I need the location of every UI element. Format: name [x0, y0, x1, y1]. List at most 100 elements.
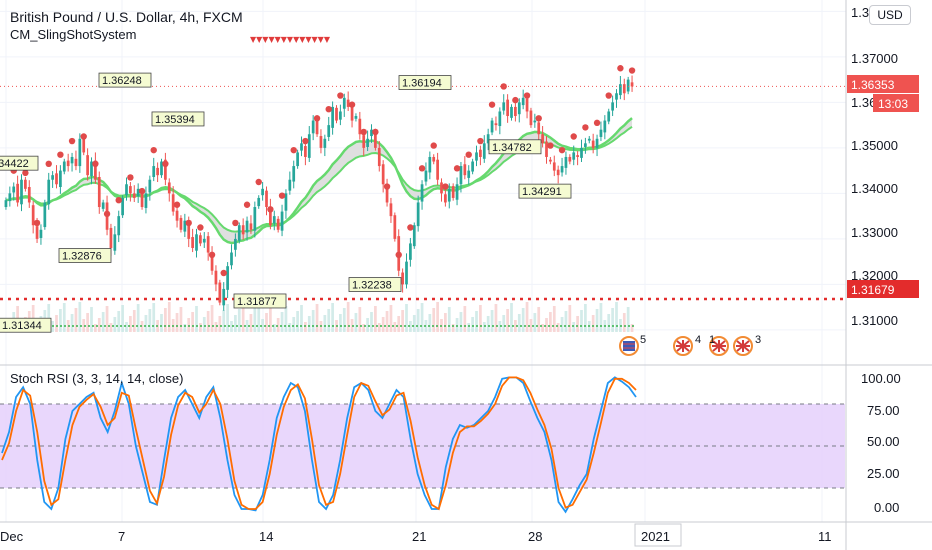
candle-body: [416, 202, 420, 227]
time-axis[interactable]: Dec 7 14 21 28 2021 11: [0, 523, 832, 547]
candle-body: [8, 193, 12, 202]
chart-title: British Pound / U.S. Dollar, 4h, FXCM: [10, 9, 243, 25]
candle-body: [506, 99, 509, 117]
candle-body: [545, 141, 548, 157]
candle-body: [4, 200, 8, 208]
support-price-value: 1.31679: [851, 283, 895, 297]
signal-dot: [150, 146, 157, 154]
time-tick: 2021: [641, 529, 670, 544]
candle-body: [214, 270, 218, 285]
stoch-lines: [1, 376, 637, 514]
candle-body: [467, 170, 471, 178]
candle-body: [377, 147, 381, 167]
volume-bar: [97, 318, 101, 332]
signal-dot: [360, 128, 367, 136]
volume-bar: [304, 322, 307, 332]
time-tick: 7: [118, 529, 125, 544]
high-low-labels: 1.34422 1.32876 1.35394 1.32238 1.34782 1.313…: [0, 72, 572, 333]
signal-dot: [197, 224, 204, 231]
volume-bar: [377, 323, 381, 332]
candle-body: [136, 188, 140, 197]
candle-body: [121, 197, 124, 216]
economic-events[interactable]: 5 4 1 3: [619, 334, 761, 356]
signal-dot: [115, 197, 122, 204]
candle-body: [525, 98, 529, 112]
volume-bar: [502, 315, 506, 332]
price-label-text: 1.36248: [102, 75, 142, 87]
candle-body: [350, 106, 354, 121]
volume-bar: [327, 309, 331, 332]
candle-body: [187, 220, 191, 239]
stoch-rsi-pane[interactable]: [0, 376, 846, 514]
volume-bar: [381, 317, 385, 332]
candle-body: [249, 223, 253, 230]
volume-bar: [74, 308, 78, 332]
candle-body: [175, 210, 179, 221]
candle-body: [471, 161, 474, 172]
signal-dot: [465, 151, 472, 158]
currency-button[interactable]: USD: [869, 5, 911, 25]
candle-body: [43, 202, 47, 228]
candle-body: [97, 176, 101, 208]
candle-body: [183, 220, 187, 232]
candle-body: [362, 135, 366, 148]
volume-bar: [105, 306, 109, 332]
candle-body: [284, 193, 288, 211]
volume-bar: [179, 307, 183, 332]
us-flag-inner: [623, 341, 635, 351]
volume-bar: [70, 314, 74, 332]
volume-bar: [611, 308, 614, 332]
volume-bar: [475, 311, 478, 332]
candle-body: [12, 186, 16, 193]
candle-body: [603, 120, 607, 133]
candle-body: [626, 79, 630, 92]
candle-body: [253, 207, 257, 231]
candle-body: [261, 188, 264, 196]
candle-body: [451, 186, 455, 198]
signal-dot: [407, 224, 414, 231]
volume-bar: [160, 314, 163, 332]
event-count: 1: [709, 334, 715, 346]
volume-bar: [451, 324, 455, 332]
volume-bar: [167, 302, 171, 332]
price-axis[interactable]: 1.3 1.37000 1.36000 1.35000 1.34000 1.33…: [847, 5, 919, 328]
candle-body: [381, 164, 385, 185]
candle-body: [385, 187, 389, 203]
signal-dot: [127, 174, 134, 181]
candle-body: [529, 110, 533, 126]
volume-bar: [362, 324, 366, 332]
price-label-box: [151, 111, 205, 127]
volume-bar: [514, 320, 517, 332]
price-tick: 1.33000: [851, 225, 898, 240]
candle-body: [164, 159, 167, 180]
time-tick: 14: [259, 529, 273, 544]
signal-dot: [173, 201, 181, 208]
volume-bar: [525, 302, 529, 332]
candle-body: [389, 203, 393, 217]
uk-flag-cross: [676, 340, 690, 352]
volume-bar: [541, 324, 544, 332]
candle-body: [132, 193, 136, 198]
signal-dot: [582, 124, 589, 131]
price-pane[interactable]: 1.34422 1.32876 1.35394 1.32238 1.34782 1.313…: [0, 65, 846, 333]
candle-body: [90, 161, 93, 177]
volume-bar: [202, 317, 206, 332]
candle-body: [280, 211, 284, 231]
candle-body: [300, 143, 303, 151]
volume-bar: [269, 307, 272, 332]
signal-dot: [57, 151, 64, 158]
volume-bar: [218, 316, 222, 332]
candle-body: [607, 111, 611, 122]
signal-dot: [243, 201, 251, 208]
signal-dot: [45, 160, 52, 167]
volume-bar: [366, 318, 369, 332]
candle-body: [622, 84, 626, 94]
last-price-value: 1.36353: [851, 78, 895, 92]
stoch-axis[interactable]: 100.00 75.00 50.00 25.00 0.00: [861, 371, 901, 515]
candle-body: [405, 261, 408, 285]
candle-body: [576, 155, 579, 157]
volume-bar: [253, 308, 257, 332]
price-label-box: [0, 155, 39, 171]
candle-body: [432, 156, 436, 162]
